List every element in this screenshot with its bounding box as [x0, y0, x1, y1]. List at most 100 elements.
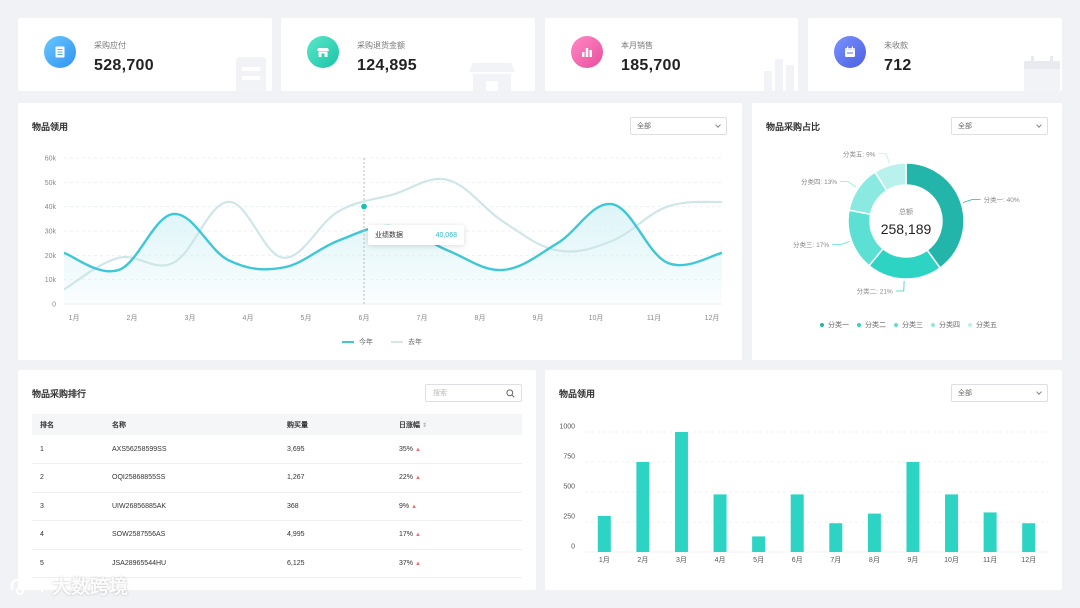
- cell-change: 37% ▲: [399, 549, 522, 578]
- slice-leader-line: [895, 280, 905, 292]
- calendar-icon: [834, 36, 866, 68]
- bar-chart-card: 物品领用 全部 0 250 500 750 1000 1月 2月 3月 4月 5月 6月 7月 8月 9月…: [545, 370, 1062, 590]
- table-row[interactable]: 4 SOW2587556AS 4,995 17% ▲: [32, 520, 522, 550]
- header-rank: 排名: [32, 414, 112, 435]
- y-tick-label: 250: [563, 514, 575, 521]
- y-tick-label: 60k: [45, 156, 57, 163]
- x-tick-label: 11月: [647, 314, 661, 322]
- slice-label: 分类四: 13%: [801, 177, 837, 186]
- y-tick-label: 30k: [45, 229, 57, 236]
- bar: [597, 516, 611, 552]
- search-input[interactable]: 搜索: [425, 384, 522, 402]
- legend-item-current[interactable]: 今年: [342, 337, 373, 347]
- pie-chart-card: 物品采购占比 全部 分类一: 40% 分类二: 21% 分类三: 17% 分类四: 1…: [752, 103, 1062, 360]
- x-tick-label: 12月: [1021, 556, 1036, 564]
- x-tick-label: 8月: [475, 314, 486, 322]
- donut-chart: 分类一: 40% 分类二: 21% 分类三: 17% 分类四: 13% 分类五: 9%: [793, 149, 1020, 295]
- tooltip-value: 40,068: [435, 231, 457, 239]
- card-title: 物品领用: [32, 122, 69, 132]
- header-name: 名称: [112, 414, 287, 435]
- y-tick-label: 750: [563, 454, 575, 461]
- legend-item[interactable]: 分类一: [820, 320, 849, 330]
- line-range-select[interactable]: 全部: [630, 117, 727, 135]
- legend-swatch: [820, 323, 824, 327]
- cell-name: JSA28965544HU: [112, 549, 287, 578]
- cell-change: 9% ▲: [399, 492, 522, 521]
- bar: [790, 494, 804, 552]
- bar-chart-deco-icon: [764, 59, 794, 91]
- card-title: 物品领用: [559, 389, 596, 399]
- x-tick-label: 6月: [792, 556, 803, 564]
- bar: [983, 512, 997, 552]
- x-tick-label: 11月: [983, 556, 997, 564]
- document-icon: [44, 36, 76, 68]
- bar-range-select[interactable]: 全部: [951, 384, 1048, 402]
- y-tick-label: 40k: [45, 204, 57, 211]
- legend-item[interactable]: 分类二: [857, 320, 886, 330]
- x-tick-label: 4月: [715, 556, 726, 564]
- x-tick-label: 5月: [753, 556, 764, 564]
- table-row[interactable]: 3 UIW26856885AK 368 9% ▲: [32, 492, 522, 521]
- search-icon[interactable]: [506, 389, 515, 398]
- legend-swatch: [894, 323, 898, 327]
- series-area-current: [64, 203, 722, 304]
- slice-label: 分类三: 17%: [793, 240, 829, 249]
- y-tick-label: 0: [571, 544, 575, 551]
- table-row[interactable]: 5 JSA28965544HU 6,125 37% ▲: [32, 549, 522, 578]
- cell-rank: 1: [32, 435, 112, 464]
- stat-card-sales: 本月销售 185,700: [545, 18, 798, 91]
- x-tick-label: 3月: [676, 556, 687, 564]
- y-tick-label: 20k: [45, 253, 57, 260]
- trend-up-icon: ▲: [415, 532, 421, 539]
- legend-swatch: [968, 323, 972, 327]
- card-title: 物品采购排行: [32, 389, 87, 399]
- cell-rank: 5: [32, 549, 112, 578]
- pie-range-select[interactable]: 全部: [951, 117, 1048, 135]
- line-chart-card: 物品领用 全部 0 10k 20k 30k 40k 50k 60k 1月 2月 3月 4月 5月 6月 7…: [18, 103, 742, 360]
- stat-card-payable: 采购应付 528,700: [18, 18, 272, 91]
- bar-chart-icon: [571, 36, 603, 68]
- slice-leader-line: [840, 181, 857, 188]
- bar: [636, 462, 650, 552]
- trend-up-icon: ▲: [415, 560, 421, 567]
- donut-center-value: 258,189: [880, 221, 932, 237]
- cell-qty: 1,267: [287, 463, 399, 493]
- sort-icon[interactable]: ⇕: [421, 422, 427, 429]
- legend-item-previous[interactable]: 去年: [391, 337, 422, 347]
- bar-chart: 0 250 500 750 1000 1月 2月 3月 4月 5月 6月 7月 8月 9月 10月 11月 12…: [559, 424, 1048, 564]
- stat-card-returns: 采购退货金额 124,895: [281, 18, 535, 91]
- stat-value: 124,895: [357, 57, 417, 74]
- header-qty: 购买量: [287, 414, 399, 435]
- stat-card-receivable: 未收款 712: [808, 18, 1062, 91]
- ranking-table-card: 物品采购排行 搜索 排名 名称 购买量 日涨幅 ⇕ 1 AXS56258599SS…: [18, 370, 536, 590]
- brand-logo-icon: [10, 577, 45, 595]
- legend-item[interactable]: 分类四: [931, 320, 960, 330]
- legend-item[interactable]: 分类五: [968, 320, 997, 330]
- slice-label: 分类二: 21%: [857, 286, 893, 295]
- bar: [829, 523, 843, 552]
- bar: [945, 494, 959, 552]
- series-line-previous: [63, 177, 723, 291]
- card-title: 物品采购占比: [766, 122, 821, 132]
- legend-label: 分类三: [902, 322, 923, 329]
- y-tick-label: 10k: [45, 277, 57, 284]
- line-chart: 0 10k 20k 30k 40k 50k 60k 1月 2月 3月 4月 5月 6月 7月 8月 9月 10月…: [45, 156, 723, 322]
- cell-rank: 2: [32, 463, 112, 493]
- stat-label: 采购退货金额: [357, 41, 405, 50]
- cell-name: AXS56258599SS: [112, 435, 287, 464]
- bar: [674, 432, 688, 552]
- legend-item[interactable]: 分类三: [894, 320, 923, 330]
- header-change[interactable]: 日涨幅 ⇕: [399, 414, 522, 435]
- pie-legend: 分类一 分类二 分类三 分类四 分类五: [820, 320, 1005, 330]
- stat-label: 采购应付: [94, 41, 126, 50]
- slice-label: 分类五: 9%: [843, 149, 876, 158]
- stat-value: 185,700: [621, 57, 681, 74]
- x-tick-label: 10月: [589, 314, 604, 322]
- y-tick-label: 50k: [45, 180, 57, 187]
- table-row[interactable]: 1 AXS56258599SS 3,695 35% ▲: [32, 435, 522, 464]
- stat-label: 未收款: [884, 41, 908, 50]
- donut-slice: [873, 162, 907, 192]
- x-tick-label: 6月: [359, 314, 370, 322]
- select-value: 全部: [958, 123, 972, 130]
- table-row[interactable]: 2 OQI25868855SS 1,267 22% ▲: [32, 463, 522, 493]
